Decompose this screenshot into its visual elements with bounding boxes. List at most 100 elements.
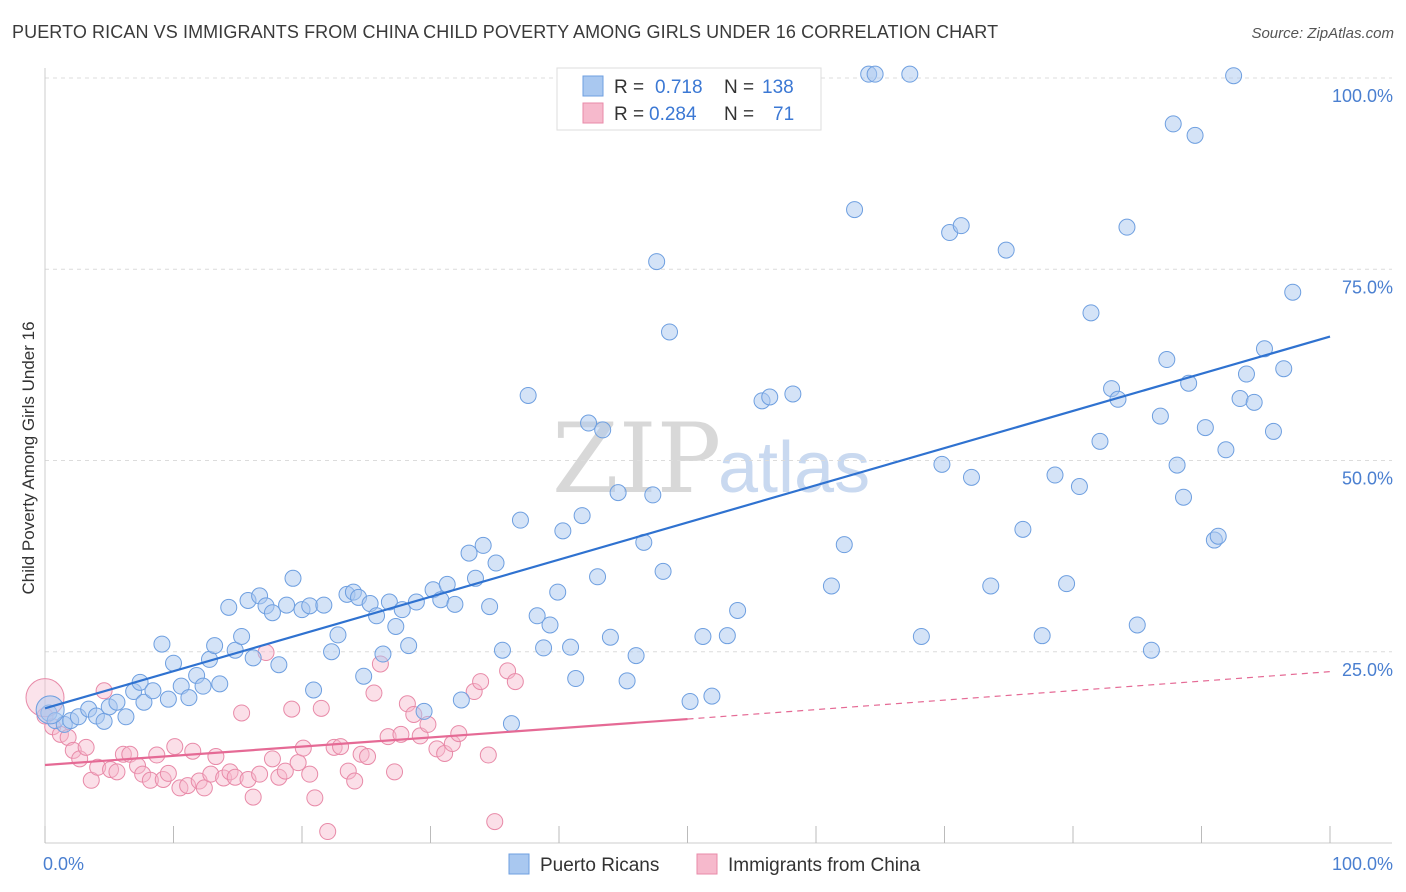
data-point-immigrants-from-china	[195, 779, 213, 797]
legend-label-puerto-ricans: Puerto Ricans	[540, 855, 659, 876]
data-point-immigrants-from-china	[506, 673, 524, 691]
legend-n-label: N =	[724, 104, 754, 125]
data-point-puerto-ricans	[729, 601, 747, 619]
data-point-immigrants-from-china	[202, 765, 220, 783]
data-point-puerto-ricans	[694, 627, 712, 645]
data-point-puerto-ricans	[567, 670, 585, 688]
data-point-immigrants-from-china	[465, 683, 483, 701]
data-point-puerto-ricans	[952, 217, 970, 235]
data-point-puerto-ricans	[1255, 340, 1273, 358]
data-point-puerto-ricans	[761, 388, 779, 406]
legend-swatch-immigrants-from-china	[696, 853, 718, 875]
data-point-puerto-ricans	[493, 641, 511, 659]
data-point-immigrants-from-china	[352, 745, 370, 763]
data-point-immigrants-from-china	[339, 762, 357, 780]
data-point-puerto-ricans	[644, 486, 662, 504]
data-point-puerto-ricans	[144, 682, 162, 700]
data-point-puerto-ricans	[1046, 466, 1064, 484]
legend-swatch-puerto-ricans	[508, 853, 530, 875]
data-point-immigrants-from-china	[294, 739, 312, 757]
data-point-puerto-ricans	[573, 507, 591, 525]
data-point-puerto-ricans	[1275, 360, 1293, 378]
y-tick-label: 100.0%	[1332, 86, 1393, 106]
data-point-puerto-ricans	[452, 691, 470, 709]
data-point-puerto-ricans	[380, 593, 398, 611]
data-point-immigrants-from-china	[89, 758, 107, 776]
data-point-puerto-ricans	[618, 672, 636, 690]
gridlines	[45, 77, 1392, 653]
data-point-puerto-ricans	[601, 628, 619, 646]
data-point-puerto-ricans	[866, 65, 884, 83]
data-point-puerto-ricans	[153, 635, 171, 653]
data-point-puerto-ricans	[244, 649, 262, 667]
data-point-puerto-ricans	[1151, 407, 1169, 425]
data-point-immigrants-from-china	[359, 748, 377, 766]
data-point-puerto-ricans	[159, 690, 177, 708]
data-point-puerto-ricans	[329, 626, 347, 644]
data-point-puerto-ricans	[835, 536, 853, 554]
data-point-puerto-ricans	[1164, 115, 1182, 133]
data-point-puerto-ricans	[117, 708, 135, 726]
data-point-puerto-ricans	[1058, 575, 1076, 593]
series-puerto-ricans	[35, 65, 1302, 733]
data-point-immigrants-from-china	[64, 741, 82, 759]
data-point-immigrants-from-china	[221, 763, 239, 781]
data-point-immigrants-from-china	[141, 771, 159, 789]
data-point-immigrants-from-china	[207, 748, 225, 766]
data-point-puerto-ricans	[1158, 351, 1176, 369]
data-point-immigrants-from-china	[332, 738, 350, 756]
data-point-puerto-ricans	[263, 604, 281, 622]
data-point-puerto-ricans	[270, 656, 288, 674]
data-point-puerto-ricans	[580, 414, 598, 432]
data-point-immigrants-from-china	[226, 768, 244, 786]
data-point-puerto-ricans	[474, 536, 492, 554]
data-point-puerto-ricans	[1033, 627, 1051, 645]
data-point-immigrants-from-china	[77, 738, 95, 756]
legend-r-value: 0.718	[655, 77, 703, 98]
legend-r-label: R =	[614, 77, 644, 98]
data-point-puerto-ricans	[901, 65, 919, 83]
data-point-puerto-ricans	[387, 618, 405, 636]
legend-r-value: 0.284	[649, 104, 697, 125]
data-point-puerto-ricans	[323, 643, 341, 661]
data-point-puerto-ricans	[554, 522, 572, 540]
data-point-puerto-ricans	[912, 627, 930, 645]
data-point-puerto-ricans	[194, 677, 212, 695]
data-point-puerto-ricans	[1082, 304, 1100, 322]
data-point-puerto-ricans	[594, 421, 612, 439]
trend-line-immigrants-from-china	[44, 717, 688, 767]
legend-r-label: R =	[614, 104, 644, 125]
data-point-puerto-ricans	[206, 637, 224, 655]
data-point-puerto-ricans	[1217, 441, 1235, 459]
data-point-puerto-ricans	[562, 638, 580, 656]
data-point-immigrants-from-china	[148, 746, 166, 764]
data-point-puerto-ricans	[1231, 390, 1249, 408]
data-point-immigrants-from-china	[398, 695, 416, 713]
data-point-puerto-ricans	[502, 715, 520, 733]
data-point-puerto-ricans	[1070, 478, 1088, 496]
data-point-immigrants-from-china	[159, 764, 177, 782]
data-point-puerto-ricans	[446, 595, 464, 613]
data-point-puerto-ricans	[661, 323, 679, 341]
data-point-puerto-ricans	[460, 544, 478, 562]
watermark: ZIP atlas	[552, 403, 870, 515]
data-point-immigrants-from-china	[479, 746, 497, 764]
trend-lines	[44, 335, 1331, 767]
data-point-puerto-ricans	[305, 681, 323, 699]
data-point-puerto-ricans	[1186, 126, 1204, 144]
data-point-puerto-ricans	[95, 712, 113, 730]
data-point-puerto-ricans	[35, 695, 65, 725]
data-point-immigrants-from-china	[251, 765, 269, 783]
data-point-puerto-ricans	[1209, 527, 1227, 545]
data-point-puerto-ricans	[718, 627, 736, 645]
data-point-puerto-ricans	[481, 598, 499, 616]
data-point-puerto-ricans	[822, 577, 840, 595]
data-point-puerto-ricans	[846, 201, 864, 219]
data-point-puerto-ricans	[233, 627, 251, 645]
data-point-puerto-ricans	[1237, 365, 1255, 383]
data-point-puerto-ricans	[400, 637, 418, 655]
watermark-zip: ZIP	[552, 403, 721, 515]
data-point-immigrants-from-china	[306, 789, 324, 807]
data-point-immigrants-from-china	[244, 788, 262, 806]
data-point-immigrants-from-china	[450, 725, 468, 743]
